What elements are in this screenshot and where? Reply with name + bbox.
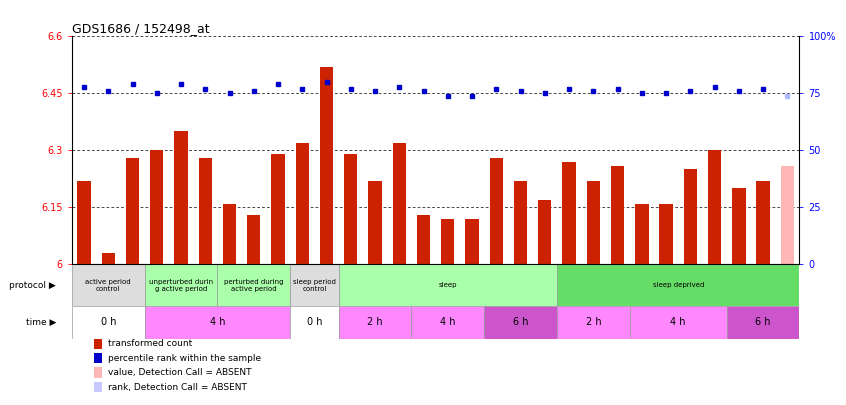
Bar <box>94 382 102 392</box>
Text: sleep: sleep <box>438 282 457 288</box>
Bar <box>484 306 557 339</box>
Text: protocol ▶: protocol ▶ <box>9 281 56 290</box>
Text: value, Detection Call = ABSENT: value, Detection Call = ABSENT <box>108 368 252 377</box>
Bar <box>338 264 557 306</box>
Bar <box>338 306 411 339</box>
Bar <box>611 166 624 264</box>
Bar <box>465 219 479 264</box>
Bar <box>563 162 576 264</box>
Bar <box>77 181 91 264</box>
Text: 2 h: 2 h <box>585 318 602 327</box>
Text: sleep period
control: sleep period control <box>293 279 336 292</box>
Bar <box>272 154 285 264</box>
Bar <box>659 204 673 264</box>
Bar <box>708 150 722 264</box>
Text: GDS1686 / 152498_at: GDS1686 / 152498_at <box>72 22 210 35</box>
Text: active period
control: active period control <box>85 279 131 292</box>
Bar <box>94 338 102 349</box>
Bar <box>150 150 163 264</box>
Text: sleep deprived: sleep deprived <box>652 282 704 288</box>
Bar <box>514 181 527 264</box>
Bar <box>732 188 745 264</box>
Bar <box>756 181 770 264</box>
Bar <box>94 353 102 363</box>
Bar <box>557 264 799 306</box>
Bar <box>174 131 188 264</box>
Bar <box>635 204 649 264</box>
Text: 4 h: 4 h <box>440 318 455 327</box>
Text: 2 h: 2 h <box>367 318 383 327</box>
Bar <box>145 264 217 306</box>
Text: perturbed during
active period: perturbed during active period <box>224 279 283 292</box>
Bar <box>557 306 629 339</box>
Bar <box>684 169 697 264</box>
Bar <box>102 253 115 264</box>
Bar <box>320 67 333 264</box>
Text: percentile rank within the sample: percentile rank within the sample <box>108 354 261 362</box>
Text: 4 h: 4 h <box>210 318 225 327</box>
Bar <box>368 181 382 264</box>
Bar <box>629 306 727 339</box>
Bar <box>781 166 794 264</box>
Bar <box>94 367 102 378</box>
Bar <box>538 200 552 264</box>
Text: unperturbed durin
g active period: unperturbed durin g active period <box>149 279 213 292</box>
Bar <box>126 158 140 264</box>
Text: 0 h: 0 h <box>101 318 116 327</box>
Bar <box>586 181 600 264</box>
Text: time ▶: time ▶ <box>25 318 56 327</box>
Bar <box>247 215 261 264</box>
Bar <box>295 143 309 264</box>
Bar <box>393 143 406 264</box>
Text: 0 h: 0 h <box>307 318 322 327</box>
Text: 6 h: 6 h <box>755 318 771 327</box>
Bar <box>222 204 236 264</box>
Bar <box>490 158 503 264</box>
Bar <box>145 306 290 339</box>
Bar <box>344 154 358 264</box>
Bar <box>290 306 338 339</box>
Text: 6 h: 6 h <box>513 318 528 327</box>
Bar <box>217 264 290 306</box>
Bar <box>72 306 145 339</box>
Bar <box>290 264 338 306</box>
Bar <box>417 215 431 264</box>
Bar <box>441 219 454 264</box>
Text: 4 h: 4 h <box>671 318 686 327</box>
Bar <box>411 306 484 339</box>
Text: transformed count: transformed count <box>108 339 193 348</box>
Bar <box>199 158 212 264</box>
Text: rank, Detection Call = ABSENT: rank, Detection Call = ABSENT <box>108 383 247 392</box>
Bar <box>72 264 145 306</box>
Bar <box>727 306 799 339</box>
